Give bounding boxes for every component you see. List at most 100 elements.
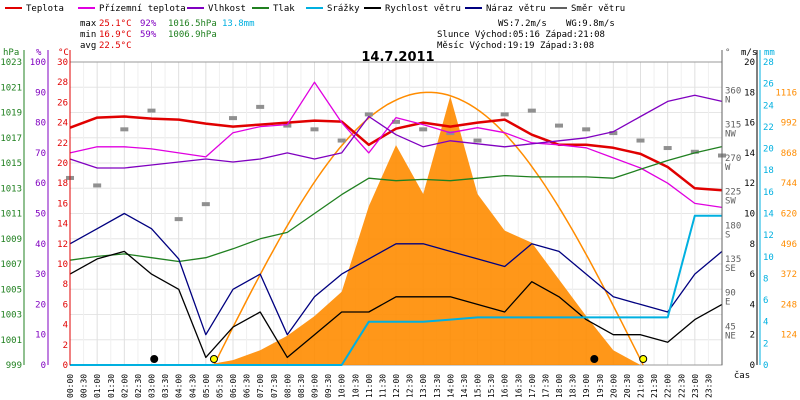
tick-time: 20:00 <box>609 374 618 398</box>
stat-avg-temp: 22.5°C <box>99 41 132 51</box>
tick-wm2: 1116 <box>775 88 797 98</box>
tick-hpa: 1005 <box>0 285 22 295</box>
sun-curve <box>213 91 644 366</box>
tick-time: 02:30 <box>134 374 143 398</box>
tick-mm: 0 <box>763 361 768 371</box>
tick-ms: 12 <box>744 179 755 189</box>
tick-mm: 14 <box>763 210 774 220</box>
tick-degc: 4 <box>63 321 68 331</box>
tick-deg: 270 <box>725 154 741 164</box>
tick-time: 15:30 <box>487 374 496 398</box>
wind-dir-point <box>337 138 346 143</box>
tick-time: 12:00 <box>392 374 401 398</box>
tick-degc: 14 <box>57 220 68 230</box>
tick-degc: 30 <box>57 58 68 68</box>
tick-hpa: 1003 <box>0 311 22 321</box>
tick-wm2: 992 <box>781 119 797 129</box>
tick-deg: 315 <box>725 120 741 130</box>
tick-time: 05:00 <box>202 374 211 398</box>
tick-dir: N <box>725 96 730 106</box>
tick-pct: 40 <box>35 240 46 250</box>
tick-deg: 225 <box>725 188 741 198</box>
tick-wm2: 248 <box>781 300 797 310</box>
wind-dir-point <box>392 119 400 124</box>
legend: Teplota Přízemní teplota Vlhkost Tlak Srážky… <box>5 4 625 14</box>
tick-dir: NW <box>725 129 736 139</box>
marker-moonrise <box>590 355 599 363</box>
stat-min-temp: 16.9°C <box>99 30 132 40</box>
tick-time: 03:00 <box>148 374 157 398</box>
tick-degc: 22 <box>57 139 68 149</box>
axis-title-degc: °C <box>58 48 69 58</box>
tick-ms: 8 <box>750 240 755 250</box>
wind-dir-point <box>636 138 645 143</box>
tick-time: 14:30 <box>460 374 469 398</box>
tick-degc: 8 <box>63 280 68 290</box>
series-line-rychlost-v-tru <box>69 250 723 359</box>
info-sun: Slunce Východ:05:16 Západ:21:08 <box>437 30 605 40</box>
tick-time: 16:00 <box>501 374 510 398</box>
tick-mm: 22 <box>763 123 774 133</box>
wind-dir-point <box>582 127 591 132</box>
series-line-p-zemn-teplota <box>69 81 723 209</box>
wind-dir-point <box>364 112 373 117</box>
tick-time: 13:00 <box>419 374 428 398</box>
tick-pct: 100 <box>30 58 46 68</box>
series-line-teplota <box>69 115 723 192</box>
tick-time: 19:30 <box>596 374 605 398</box>
tick-ms: 14 <box>744 149 755 159</box>
series-line-vlhkost <box>69 94 723 169</box>
series-line-tlak <box>69 145 723 263</box>
tick-time: 19:00 <box>582 374 591 398</box>
wind-dir-point <box>310 127 319 132</box>
legend-label: Tlak <box>273 4 295 14</box>
tick-deg: 45 <box>725 322 736 332</box>
axis-title-time: čas <box>734 370 750 381</box>
tick-time: 03:30 <box>161 374 170 398</box>
legend-label: Směr větru <box>571 4 625 14</box>
tick-dir: SE <box>725 264 736 274</box>
tick-time: 18:00 <box>555 374 564 398</box>
tick-mm: 18 <box>763 166 774 176</box>
legend-label: Vlhkost <box>208 4 246 14</box>
tick-pct: 80 <box>35 119 46 129</box>
tick-hpa: 1001 <box>0 336 22 346</box>
stats-block: max 25.1°C 92% 1016.5hPa 13.8mm min 16.9°C 59% 1… <box>80 19 615 51</box>
tick-degc: 16 <box>57 199 68 209</box>
tick-wm2: 868 <box>781 149 797 159</box>
tick-time: 07:00 <box>256 374 265 398</box>
tick-deg: 90 <box>725 289 736 299</box>
wind-dir-point <box>147 108 156 113</box>
tick-time: 15:00 <box>474 374 483 398</box>
tick-mm: 24 <box>763 101 774 111</box>
tick-time: 16:30 <box>514 374 523 398</box>
tick-hpa: 1011 <box>0 210 22 220</box>
wind-dir-point <box>609 131 618 136</box>
marker-sunrise <box>209 355 218 363</box>
tick-mm: 28 <box>763 58 774 68</box>
tick-time: 06:30 <box>243 374 252 398</box>
tick-mm: 2 <box>763 339 768 349</box>
tick-time: 01:30 <box>107 374 116 398</box>
tick-time: 17:00 <box>528 374 537 398</box>
wind-dir-point <box>256 104 265 109</box>
info-moon: Měsíc Východ:19:19 Západ:3:08 <box>437 41 594 51</box>
wind-dir-point <box>663 146 672 151</box>
tick-degc: 20 <box>57 159 68 169</box>
tick-hpa: 999 <box>6 361 22 371</box>
tick-mm: 4 <box>763 318 768 328</box>
wind-dir-point <box>201 202 210 207</box>
wind-dir-point <box>93 183 102 188</box>
wind-dir-point <box>690 149 699 154</box>
tick-time: 04:00 <box>175 374 184 398</box>
tick-time: 06:00 <box>229 374 238 398</box>
wind-dir-point <box>229 116 237 121</box>
tick-hpa: 1013 <box>0 184 22 194</box>
tick-time: 09:30 <box>324 374 333 398</box>
tick-ms: 4 <box>750 300 755 310</box>
tick-hpa: 1021 <box>0 83 22 93</box>
marker-sunset <box>639 355 648 363</box>
tick-time: 09:00 <box>311 374 320 398</box>
